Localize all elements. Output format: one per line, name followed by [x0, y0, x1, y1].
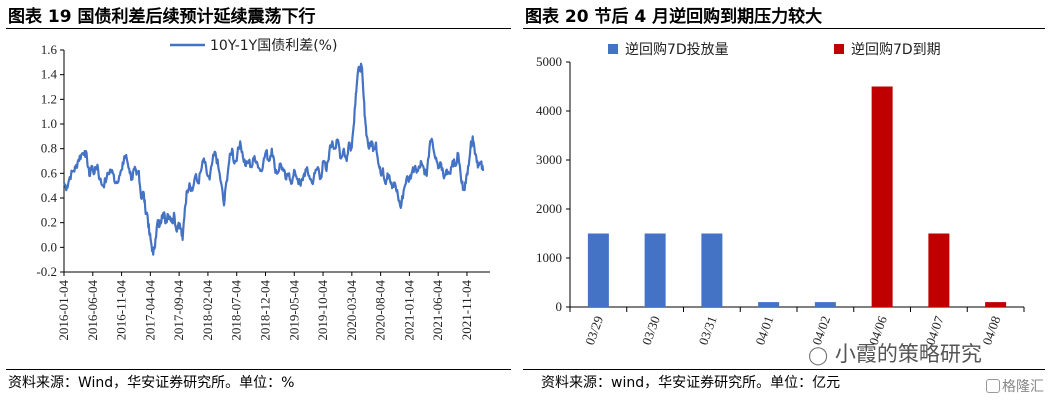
line-x-tick-label: 2020-08-04: [373, 280, 388, 341]
line-x-tick-label: 2019-05-04: [286, 280, 301, 341]
gelonghui-watermark: 格隆汇: [986, 376, 1044, 396]
gelonghui-watermark-text: 格隆汇: [1002, 379, 1044, 395]
bar-maturity-04-06: [871, 86, 893, 307]
right-title-rule: [523, 28, 1045, 29]
bar-legend-swatch-0: [608, 44, 618, 54]
left-source-rule: [6, 369, 511, 370]
line-x-tick-label: 2017-04-04: [142, 280, 157, 341]
bar-maturity-04-07: [928, 233, 950, 307]
bar-legend-label-0: 逆回购7D投放量: [625, 42, 729, 58]
line-x-tick-label: 2016-01-04: [56, 280, 71, 341]
bar-x-tick-label: 04/01: [752, 314, 776, 347]
line-y-tick-label: 1.2: [41, 91, 57, 106]
line-y-tick-label: 0.2: [41, 215, 57, 230]
bar-x-tick-label: 03/30: [639, 314, 663, 347]
bar-issuance-03-29: [587, 233, 609, 307]
line-chart-legend: 10Y-1Y国债利差(%): [170, 38, 337, 54]
bar-x-tick-label: 03/31: [695, 314, 719, 347]
bar-y-tick-label: 1000: [536, 250, 562, 265]
bar-issuance-03-31: [701, 233, 723, 307]
line-x-tick-label: 2016-06-04: [85, 280, 100, 341]
line-x-tick-label: 2020-03-04: [344, 280, 359, 341]
right-source-rule: [523, 369, 1045, 370]
line-x-tick-label: 2021-06-04: [430, 280, 445, 341]
bar-y-tick-label: 4000: [536, 103, 562, 118]
line-x-tick-label: 2021-01-04: [401, 280, 416, 341]
bar-issuance-03-30: [644, 233, 666, 307]
bar-marks-group: [587, 86, 1007, 307]
line-x-tick-label: 2017-09-04: [171, 280, 186, 341]
bar-x-tick-label: 03/29: [582, 314, 606, 347]
bar-x-tick-label: 04/08: [979, 314, 1003, 347]
bar-legend-swatch-1: [834, 44, 844, 54]
bar-y-tick-label: 2000: [536, 201, 562, 216]
left-chart-title: 图表 19 国债利差后续预计延续震荡下行: [8, 7, 316, 27]
line-y-tick-label: 0.8: [41, 141, 57, 156]
bar-issuance-04-02: [814, 302, 836, 307]
line-legend-label: 10Y-1Y国债利差(%): [210, 38, 337, 54]
line-y-tick-label: 0.0: [41, 239, 57, 254]
line-y-tick-label: 1.0: [41, 116, 57, 131]
wechat-icon: ◯: [808, 345, 829, 366]
line-series-group: [63, 62, 485, 256]
line-y-tick-label: 0.6: [41, 165, 58, 180]
line-x-tick-label: 2018-07-04: [229, 280, 244, 341]
line-x-tick-label: 2016-11-04: [114, 280, 129, 341]
bar-legend-label-1: 逆回购7D到期: [851, 42, 941, 58]
bar-y-tick-label: 5000: [536, 54, 562, 69]
bar-y-tick-label: 3000: [536, 152, 562, 167]
line-x-tick-label: 2018-02-04: [200, 280, 215, 341]
wechat-watermark: ◯ 小霞的策略研究: [808, 338, 982, 368]
right-source-note: 资料来源：wind，华安证券研究所。单位：亿元: [541, 375, 841, 391]
bar-maturity-04-08: [985, 302, 1007, 307]
line-y-tick-label: 1.4: [41, 67, 58, 82]
bar-chart-axes: 0 1000 2000 3000 4000 5000 03/29 03/30 03/31 04/0…: [536, 54, 1025, 347]
bar-chart-legend: 逆回购7D投放量 逆回购7D到期: [608, 42, 941, 58]
line-y-tick-label: 0.4: [41, 190, 58, 205]
line-chart-axes: -0.2 0.0 0.2 0.4 0.6 0.8 1.0 1.2 1.4 1.6 2016-01-0…: [36, 42, 490, 341]
right-chart-title: 图表 20 节后 4 月逆回购到期压力较大: [525, 7, 823, 27]
wechat-watermark-text: 小霞的策略研究: [834, 342, 982, 366]
bar-issuance-04-01: [758, 302, 780, 307]
line-y-tick-label: -0.2: [36, 264, 57, 279]
line-y-tick-label: 1.6: [41, 42, 58, 57]
left-source-note: 资料来源：Wind，华安证券研究所。单位：%: [8, 375, 295, 391]
line-series-spread: [63, 62, 485, 256]
line-x-tick-label: 2019-10-04: [315, 280, 330, 341]
line-x-tick-label: 2018-12-04: [257, 280, 272, 341]
bar-y-tick-label: 0: [556, 299, 563, 314]
line-x-tick-label: 2021-11-04: [459, 280, 474, 341]
left-title-rule: [6, 28, 511, 29]
gelonghui-logo-icon: [986, 379, 1000, 393]
